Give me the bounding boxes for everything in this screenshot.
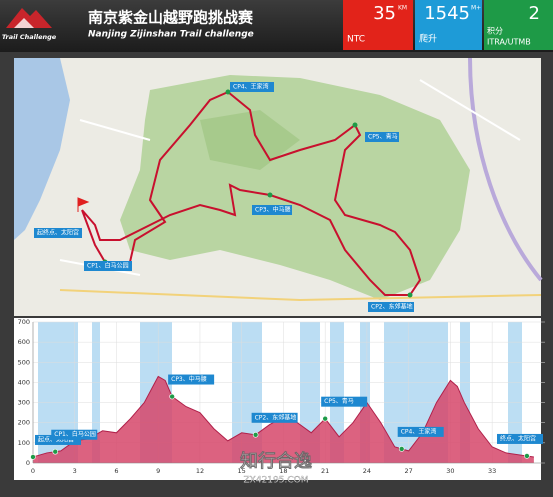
y-tick-label: 0 bbox=[26, 459, 30, 467]
checkpoint-label-box bbox=[51, 429, 98, 440]
stat-box bbox=[484, 0, 553, 50]
x-tick-label: 6 bbox=[114, 467, 118, 475]
map-label: CP3、中马腰 bbox=[252, 205, 292, 215]
map-label: 起终点、太阳宫 bbox=[34, 228, 82, 238]
stat-label: NTC bbox=[347, 35, 365, 45]
checkpoint-marker bbox=[169, 393, 175, 400]
checkpoint-marker bbox=[52, 448, 59, 455]
map-label-text: CP5、青马 bbox=[368, 133, 398, 141]
x-tick-label: 0 bbox=[31, 467, 35, 475]
checkpoint bbox=[225, 89, 231, 95]
stat-box bbox=[343, 0, 413, 50]
map-label-text: 起终点、太阳宫 bbox=[37, 229, 79, 237]
stat-value: 35 bbox=[373, 3, 396, 24]
stat-value: 2 bbox=[529, 3, 540, 24]
map-label-text: CP4、王家湾 bbox=[233, 83, 269, 91]
map-label-text: CP2、东郊基地 bbox=[371, 303, 413, 311]
stat-label: ITRA/UTMB bbox=[487, 38, 531, 47]
checkpoint-label-box bbox=[251, 412, 298, 423]
stat-label: 积分 bbox=[487, 26, 503, 36]
checkpoint-label-box bbox=[35, 434, 81, 445]
watermark: 知行合逸 bbox=[240, 450, 312, 472]
checkpoint-label: CP2、东郊基地 bbox=[255, 413, 297, 421]
title: 南京紫金山越野跑挑战赛 bbox=[88, 9, 254, 27]
stat-box bbox=[415, 0, 482, 50]
checkpoint-label: 终点、太阳宫 bbox=[500, 434, 536, 442]
water bbox=[14, 58, 70, 240]
road bbox=[59, 289, 542, 302]
stat-unit: M+ bbox=[471, 5, 481, 12]
road bbox=[468, 57, 543, 282]
checkpoint-label: CP1、白马公园 bbox=[54, 430, 96, 438]
y-tick-label: 400 bbox=[18, 378, 30, 386]
checkpoint-marker bbox=[30, 454, 36, 460]
checkpoint-marker bbox=[252, 431, 259, 438]
checkpoint-marker bbox=[524, 453, 530, 459]
x-tick-label: 27 bbox=[405, 467, 413, 475]
checkpoint bbox=[267, 192, 273, 198]
watermark: ZX42195.COM bbox=[244, 476, 309, 486]
logo-mark bbox=[14, 18, 34, 28]
x-tick-label: 33 bbox=[488, 467, 496, 475]
logo-mark bbox=[6, 8, 52, 28]
start-flag bbox=[77, 197, 90, 212]
park bbox=[200, 110, 300, 170]
subtitle: Nanjing Zijinshan Trail challenge bbox=[88, 30, 254, 40]
y-tick-label: 700 bbox=[18, 318, 30, 326]
map-label: CP1、白马公园 bbox=[84, 261, 132, 271]
checkpoint-label: CP3、中马腰 bbox=[171, 375, 207, 383]
y-tick-label: 500 bbox=[18, 358, 30, 366]
map-label: CP4、王家湾 bbox=[230, 82, 274, 92]
stat-unit: KM bbox=[398, 5, 407, 12]
x-tick-label: 21 bbox=[321, 467, 329, 475]
y-tick-label: 300 bbox=[18, 399, 30, 407]
x-tick-label: 9 bbox=[156, 467, 160, 475]
x-tick-label: 18 bbox=[279, 467, 287, 475]
checkpoint-label: CP5、青马 bbox=[324, 397, 354, 405]
stat-value: 1545 bbox=[424, 3, 470, 24]
checkpoint-label: CP4、王家湾 bbox=[401, 427, 437, 435]
x-tick-label: 24 bbox=[363, 467, 371, 475]
y-tick-label: 200 bbox=[18, 419, 30, 427]
x-tick-label: 3 bbox=[73, 467, 77, 475]
map-label-text: CP1、白马公园 bbox=[87, 262, 129, 270]
logo-text: Trail Challenge bbox=[2, 33, 57, 41]
map-label-text: CP3、中马腰 bbox=[255, 206, 291, 214]
y-tick-label: 600 bbox=[18, 338, 30, 346]
map-label: CP2、东郊基地 bbox=[368, 302, 414, 312]
checkpoint-label-box bbox=[321, 396, 368, 407]
checkpoint-label-box bbox=[497, 433, 543, 444]
checkpoint-label-box bbox=[397, 426, 444, 437]
x-tick-label: 30 bbox=[446, 467, 454, 475]
map-label: CP5、青马 bbox=[365, 132, 399, 142]
x-tick-label: 15 bbox=[238, 467, 246, 475]
x-tick-label: 12 bbox=[196, 467, 204, 475]
route bbox=[81, 90, 422, 296]
stat-label: 爬升 bbox=[419, 34, 437, 45]
checkpoint-marker bbox=[322, 415, 328, 422]
checkpoint bbox=[407, 292, 413, 298]
y-tick-label: 100 bbox=[18, 439, 30, 447]
checkpoint-marker bbox=[398, 446, 405, 452]
checkpoint-label-box bbox=[168, 374, 215, 385]
checkpoint bbox=[352, 122, 358, 128]
